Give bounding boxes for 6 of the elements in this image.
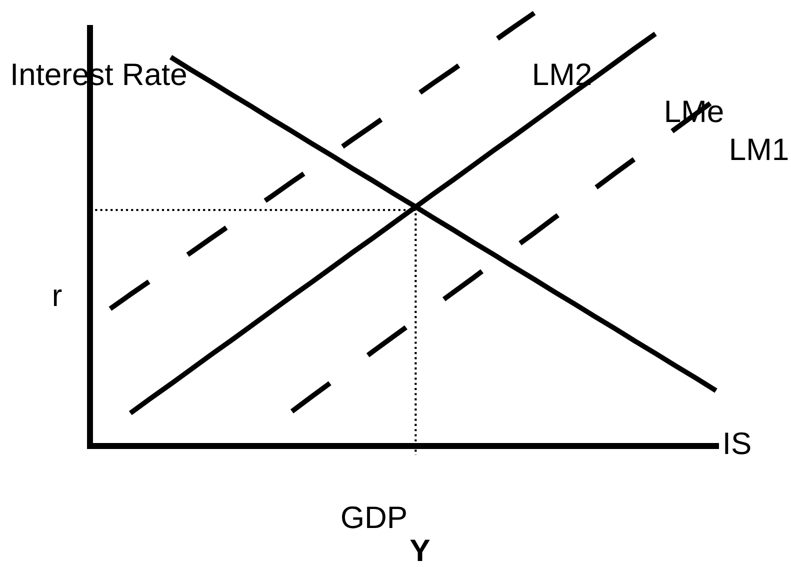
- text: IS: [725, 432, 750, 454]
- text: GDP: [342, 506, 406, 528]
- annotation: LM2: [534, 63, 591, 86]
- x-axis-title: Y: [410, 540, 430, 562]
- text: r: [54, 289, 62, 306]
- text: LM1: [731, 138, 788, 160]
